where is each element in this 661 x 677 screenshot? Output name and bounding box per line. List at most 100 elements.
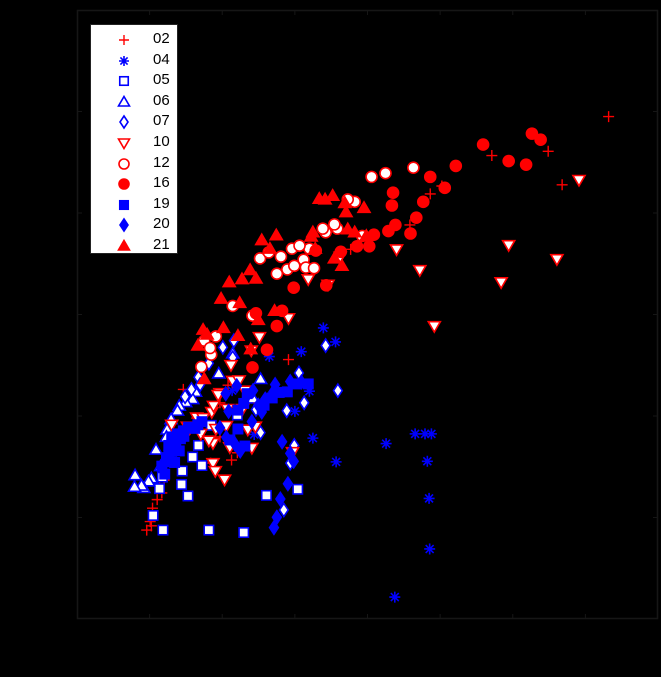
data-point — [256, 403, 268, 420]
data-point — [269, 376, 281, 393]
data-point — [141, 473, 156, 487]
data-point — [195, 322, 211, 335]
data-point — [423, 170, 437, 184]
triangle-up-marker-icon — [117, 238, 131, 251]
data-point — [412, 264, 428, 278]
data-point — [234, 442, 246, 459]
data-point — [270, 267, 284, 280]
data-point — [307, 241, 323, 254]
data-point — [247, 382, 259, 399]
data-point — [295, 346, 307, 358]
series-16 — [246, 127, 547, 374]
data-point — [525, 127, 539, 140]
triangle-down-marker-icon — [117, 138, 131, 151]
data-point — [307, 432, 319, 444]
data-point — [213, 291, 229, 304]
data-point — [317, 322, 329, 334]
data-point — [151, 494, 163, 506]
data-point — [221, 274, 237, 288]
data-point — [486, 150, 498, 162]
legend-label: 21 — [153, 236, 170, 253]
data-point — [409, 428, 421, 440]
legend-item-07: 07 — [91, 111, 179, 132]
series-05 — [147, 409, 304, 538]
data-point — [284, 373, 296, 390]
data-point — [410, 211, 423, 224]
data-point — [288, 453, 300, 470]
data-point — [502, 154, 515, 168]
data-point — [426, 320, 442, 334]
legend-label: 07 — [153, 112, 170, 130]
data-point — [389, 591, 401, 603]
data-point — [282, 475, 294, 492]
data-point — [195, 360, 208, 374]
data-point — [334, 245, 348, 259]
data-point — [385, 199, 399, 212]
asterisk-marker-icon — [119, 55, 129, 66]
data-point — [386, 186, 400, 199]
circle-marker-icon — [118, 157, 130, 170]
data-point — [347, 224, 363, 238]
data-point — [425, 428, 437, 440]
data-point — [232, 295, 248, 309]
data-point — [307, 261, 321, 275]
diamond-marker-icon — [119, 217, 129, 233]
data-point — [289, 405, 301, 417]
axis-ticks — [77, 10, 658, 619]
data-point — [424, 543, 436, 555]
data-point — [276, 433, 288, 450]
data-point — [255, 424, 266, 441]
data-point — [268, 227, 284, 241]
data-point — [127, 467, 143, 481]
data-point — [242, 262, 258, 276]
legend-item-02: 02 — [91, 29, 179, 50]
legend-label: 12 — [153, 153, 170, 171]
data-point — [166, 431, 178, 443]
legend-item-10: 10 — [91, 132, 179, 153]
data-point — [259, 391, 271, 408]
data-point — [211, 365, 227, 379]
legend-item-20: 20 — [91, 214, 179, 235]
data-point — [141, 524, 153, 536]
data-point — [220, 385, 232, 402]
data-point — [356, 200, 372, 214]
data-point — [206, 400, 221, 414]
data-point — [416, 195, 430, 209]
data-point — [476, 138, 490, 151]
legend-item-06: 06 — [91, 91, 179, 112]
data-point — [253, 371, 269, 385]
legend-item-19: 19 — [91, 194, 179, 215]
legend-item-16: 16 — [91, 173, 179, 194]
data-point — [214, 419, 226, 436]
data-point — [223, 359, 239, 373]
data-point — [170, 403, 185, 416]
data-point — [419, 428, 431, 440]
legend-label: 02 — [153, 30, 170, 47]
data-point — [232, 423, 244, 435]
data-point — [220, 429, 232, 446]
data-point — [379, 166, 392, 180]
legend-item-12: 12 — [91, 153, 179, 174]
data-point — [407, 161, 420, 175]
data-point — [217, 474, 233, 488]
data-point — [389, 244, 404, 257]
data-point — [187, 451, 199, 463]
data-points — [127, 111, 615, 603]
data-point — [571, 174, 587, 188]
data-point — [404, 227, 417, 240]
data-point — [278, 501, 290, 519]
data-point — [243, 341, 259, 355]
data-point — [154, 483, 165, 495]
data-point — [217, 339, 229, 356]
series-07 — [179, 332, 344, 519]
data-point — [246, 413, 258, 430]
series-04 — [226, 322, 437, 603]
data-point — [340, 221, 356, 235]
data-point — [303, 385, 315, 397]
data-point — [287, 259, 301, 273]
data-point — [421, 455, 433, 467]
data-point — [251, 331, 267, 345]
data-point — [493, 277, 509, 290]
data-point — [176, 478, 188, 490]
data-point — [330, 456, 342, 468]
